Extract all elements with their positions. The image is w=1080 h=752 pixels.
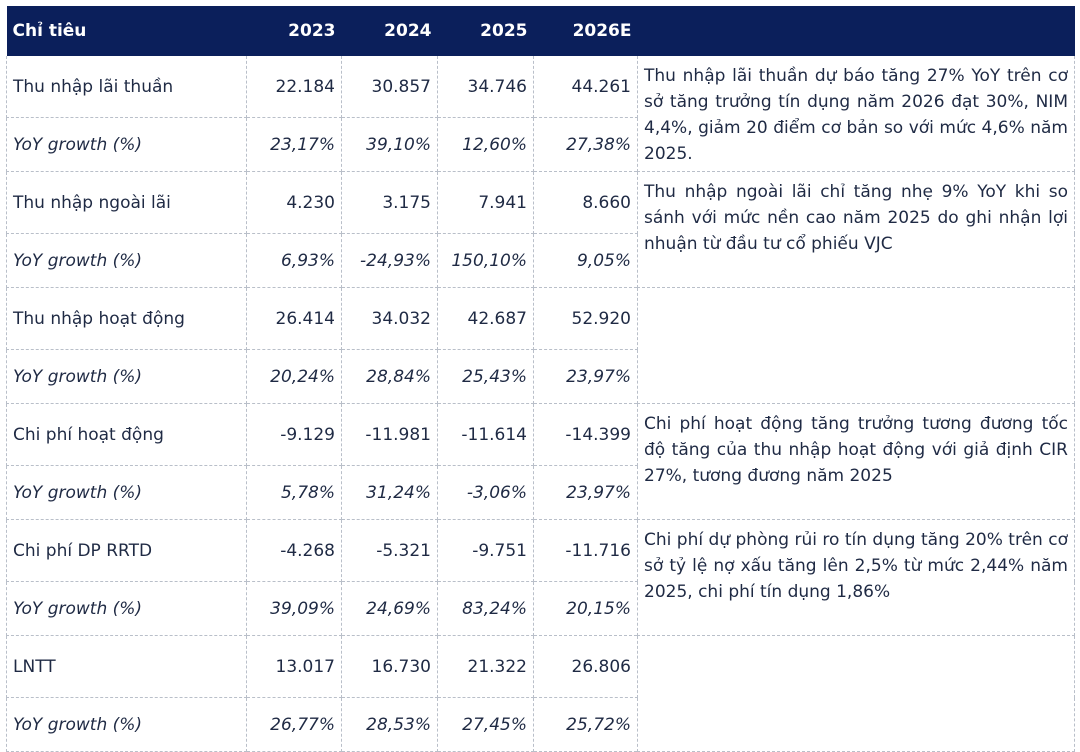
cell-value: 31,24% xyxy=(341,465,438,520)
cell-value: 23,97% xyxy=(533,349,638,404)
cell-value: 9,05% xyxy=(533,233,638,288)
cell-value: 6,93% xyxy=(246,233,342,288)
cell-value: 16.730 xyxy=(341,635,438,698)
table-row: Thu nhập ngoài lãi 4.230 3.175 7.941 8.6… xyxy=(6,171,1075,288)
row-label: YoY growth (%) xyxy=(6,233,247,288)
row-label: Chi phí hoạt động xyxy=(6,403,247,466)
cell-value: 22.184 xyxy=(246,56,342,118)
forecast-table: Chỉ tiêu 2023 2024 2025 2026E Thu nhập l… xyxy=(6,6,1075,752)
cell-value: 5,78% xyxy=(246,465,342,520)
table-row: Thu nhập hoạt động 26.414 34.032 42.687 … xyxy=(6,287,1075,404)
table-row: LNTT 13.017 16.730 21.322 26.806 xyxy=(6,635,1075,752)
comment-cell: Chi phí hoạt động tăng trưởng tương đươn… xyxy=(637,403,1075,520)
row-label: YoY growth (%) xyxy=(6,117,247,172)
table-row: YoY growth (%) 39,09% 24,69% 83,24% 20,1… xyxy=(6,581,1075,636)
cell-value: 42.687 xyxy=(437,287,534,350)
table-row: Thu nhập lãi thuần 22.184 30.857 34.746 … xyxy=(6,56,1075,172)
cell-value: -5.321 xyxy=(341,519,438,582)
comment-cell xyxy=(637,287,1075,404)
cell-value: 39,10% xyxy=(341,117,438,172)
table-row: YoY growth (%) 23,17% 39,10% 12,60% 27,3… xyxy=(6,117,1075,172)
row-label: YoY growth (%) xyxy=(6,581,247,636)
table-row: Chi phí hoạt động -9.129 -11.981 -11.614… xyxy=(6,403,1075,520)
cell-value: -9.129 xyxy=(246,403,342,466)
cell-value: 39,09% xyxy=(246,581,342,636)
header-comment xyxy=(637,6,1075,56)
cell-value: 44.261 xyxy=(533,56,638,118)
cell-value: 28,53% xyxy=(341,697,438,752)
header-year-2025: 2025 xyxy=(437,6,534,56)
cell-value: 28,84% xyxy=(341,349,438,404)
cell-value: -24,93% xyxy=(341,233,438,288)
header-indicator: Chỉ tiêu xyxy=(6,6,247,56)
cell-value: -4.268 xyxy=(246,519,342,582)
cell-value: 26,77% xyxy=(246,697,342,752)
row-label: YoY growth (%) xyxy=(6,465,247,520)
cell-value: -11.716 xyxy=(533,519,638,582)
cell-value: 25,43% xyxy=(437,349,534,404)
header-year-2026e: 2026E xyxy=(533,6,638,56)
cell-value: 23,97% xyxy=(533,465,638,520)
row-label: YoY growth (%) xyxy=(6,697,247,752)
cell-value: 34.746 xyxy=(437,56,534,118)
row-label: Thu nhập hoạt động xyxy=(6,287,247,350)
row-label: Thu nhập lãi thuần xyxy=(6,56,247,118)
table-header-row: Chỉ tiêu 2023 2024 2025 2026E xyxy=(6,6,1075,56)
cell-value: 150,10% xyxy=(437,233,534,288)
cell-value: 12,60% xyxy=(437,117,534,172)
comment-cell: Thu nhập lãi thuần dự báo tăng 27% YoY t… xyxy=(637,56,1075,172)
comment-cell xyxy=(637,635,1075,752)
cell-value: 4.230 xyxy=(246,171,342,234)
cell-value: 34.032 xyxy=(341,287,438,350)
cell-value: -9.751 xyxy=(437,519,534,582)
comment-cell: Thu nhập ngoài lãi chỉ tăng nhẹ 9% YoY k… xyxy=(637,171,1075,288)
cell-value: 13.017 xyxy=(246,635,342,698)
cell-value: -3,06% xyxy=(437,465,534,520)
row-label: Thu nhập ngoài lãi xyxy=(6,171,247,234)
header-year-2023: 2023 xyxy=(246,6,342,56)
cell-value: -11.614 xyxy=(437,403,534,466)
cell-value: 83,24% xyxy=(437,581,534,636)
cell-value: -11.981 xyxy=(341,403,438,466)
cell-value: 3.175 xyxy=(341,171,438,234)
cell-value: 20,15% xyxy=(533,581,638,636)
row-label: YoY growth (%) xyxy=(6,349,247,404)
table-row: Chi phí DP RRTD -4.268 -5.321 -9.751 -11… xyxy=(6,519,1075,636)
cell-value: -14.399 xyxy=(533,403,638,466)
cell-value: 21.322 xyxy=(437,635,534,698)
cell-value: 8.660 xyxy=(533,171,638,234)
table-row: YoY growth (%) 20,24% 28,84% 25,43% 23,9… xyxy=(6,349,1075,404)
cell-value: 20,24% xyxy=(246,349,342,404)
table-row: YoY growth (%) 6,93% -24,93% 150,10% 9,0… xyxy=(6,233,1075,288)
comment-cell: Chi phí dự phòng rủi ro tín dụng tăng 20… xyxy=(637,519,1075,636)
cell-value: 26.806 xyxy=(533,635,638,698)
row-label: LNTT xyxy=(6,635,247,698)
row-label: Chi phí DP RRTD xyxy=(6,519,247,582)
cell-value: 23,17% xyxy=(246,117,342,172)
cell-value: 27,45% xyxy=(437,697,534,752)
table-row: YoY growth (%) 5,78% 31,24% -3,06% 23,97… xyxy=(6,465,1075,520)
cell-value: 52.920 xyxy=(533,287,638,350)
cell-value: 26.414 xyxy=(246,287,342,350)
cell-value: 30.857 xyxy=(341,56,438,118)
cell-value: 24,69% xyxy=(341,581,438,636)
cell-value: 27,38% xyxy=(533,117,638,172)
cell-value: 25,72% xyxy=(533,697,638,752)
cell-value: 7.941 xyxy=(437,171,534,234)
header-year-2024: 2024 xyxy=(341,6,438,56)
